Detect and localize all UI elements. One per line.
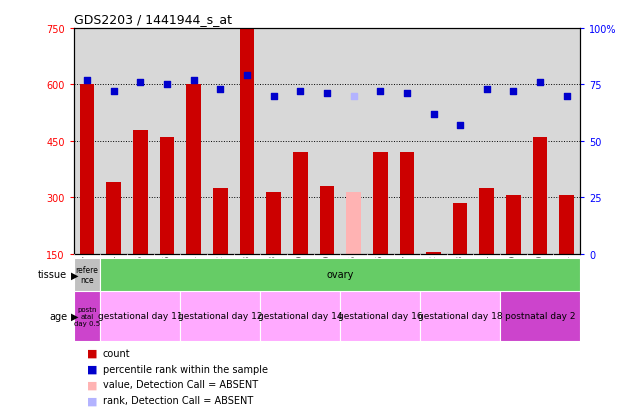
Point	[242, 73, 252, 79]
Text: postnatal day 2: postnatal day 2	[505, 311, 576, 320]
Point	[269, 93, 279, 100]
Text: GSM120843: GSM120843	[456, 254, 465, 300]
Bar	[346, 192, 361, 254]
Text: GSM120841: GSM120841	[562, 254, 571, 300]
Text: rank, Detection Call = ABSENT: rank, Detection Call = ABSENT	[103, 395, 253, 405]
Bar	[479, 188, 494, 254]
Point	[562, 93, 572, 100]
Bar	[453, 203, 467, 254]
Bar	[106, 183, 121, 254]
Point	[322, 91, 332, 97]
Point	[481, 86, 492, 93]
Bar	[180, 291, 260, 341]
Point	[349, 93, 359, 100]
Text: GSM120851: GSM120851	[189, 254, 198, 300]
Text: gestational day 16: gestational day 16	[338, 311, 422, 320]
Bar	[533, 138, 547, 254]
Point	[455, 122, 465, 129]
Text: GDS2203 / 1441944_s_at: GDS2203 / 1441944_s_at	[74, 13, 231, 26]
Bar	[240, 29, 254, 254]
Text: GSM120845: GSM120845	[349, 254, 358, 300]
Bar	[560, 196, 574, 254]
Point	[402, 91, 412, 97]
Text: age: age	[49, 311, 67, 321]
Point	[428, 111, 438, 118]
Text: gestational day 18: gestational day 18	[418, 311, 503, 320]
Text: value, Detection Call = ABSENT: value, Detection Call = ABSENT	[103, 380, 258, 389]
Point	[215, 86, 226, 93]
Text: gestational day 14: gestational day 14	[258, 311, 342, 320]
Bar	[340, 291, 420, 341]
Text: ■: ■	[87, 364, 97, 374]
Bar	[187, 85, 201, 254]
Text: GSM120853: GSM120853	[242, 254, 251, 300]
Text: gestational day 12: gestational day 12	[178, 311, 263, 320]
Point	[135, 80, 146, 86]
Text: ▶: ▶	[71, 270, 78, 280]
Bar	[101, 291, 180, 341]
Text: GSM120839: GSM120839	[509, 254, 518, 300]
Text: ■: ■	[87, 395, 97, 405]
Text: GSM120846: GSM120846	[376, 254, 385, 300]
Point	[108, 89, 119, 95]
Bar	[506, 196, 520, 254]
Bar	[133, 130, 147, 254]
Text: ■: ■	[87, 348, 97, 358]
Text: ■: ■	[87, 380, 97, 389]
Text: GSM120849: GSM120849	[296, 254, 304, 300]
Bar	[293, 153, 308, 254]
Text: GSM120840: GSM120840	[536, 254, 545, 300]
Text: tissue: tissue	[38, 270, 67, 280]
Point	[535, 80, 545, 86]
Bar	[74, 258, 101, 291]
Point	[162, 82, 172, 88]
Bar	[74, 291, 101, 341]
Bar	[213, 188, 228, 254]
Text: count: count	[103, 348, 130, 358]
Bar	[160, 138, 174, 254]
Text: postn
atal
day 0.5: postn atal day 0.5	[74, 306, 100, 326]
Text: percentile rank within the sample: percentile rank within the sample	[103, 364, 267, 374]
Point	[295, 89, 305, 95]
Point	[82, 77, 92, 84]
Text: GSM120852: GSM120852	[216, 254, 225, 300]
Text: GSM120842: GSM120842	[429, 254, 438, 300]
Text: ▶: ▶	[71, 311, 78, 321]
Bar	[79, 85, 94, 254]
Text: GSM120855: GSM120855	[136, 254, 145, 300]
Bar	[260, 291, 340, 341]
Text: GSM120847: GSM120847	[403, 254, 412, 300]
Bar	[399, 153, 414, 254]
Text: refere
nce: refere nce	[76, 265, 99, 284]
Bar	[500, 291, 580, 341]
Point	[188, 77, 199, 84]
Text: GSM120854: GSM120854	[109, 254, 118, 300]
Text: GSM120848: GSM120848	[269, 254, 278, 300]
Bar	[373, 153, 388, 254]
Bar	[266, 192, 281, 254]
Point	[508, 89, 519, 95]
Bar	[426, 252, 441, 254]
Text: GSM120856: GSM120856	[163, 254, 172, 300]
Bar	[320, 187, 334, 254]
Text: ovary: ovary	[326, 270, 354, 280]
Text: GSM120844: GSM120844	[482, 254, 491, 300]
Text: gestational day 11: gestational day 11	[98, 311, 183, 320]
Text: GSM120857: GSM120857	[83, 254, 92, 300]
Text: GSM120850: GSM120850	[322, 254, 331, 300]
Point	[375, 89, 385, 95]
Bar	[420, 291, 500, 341]
